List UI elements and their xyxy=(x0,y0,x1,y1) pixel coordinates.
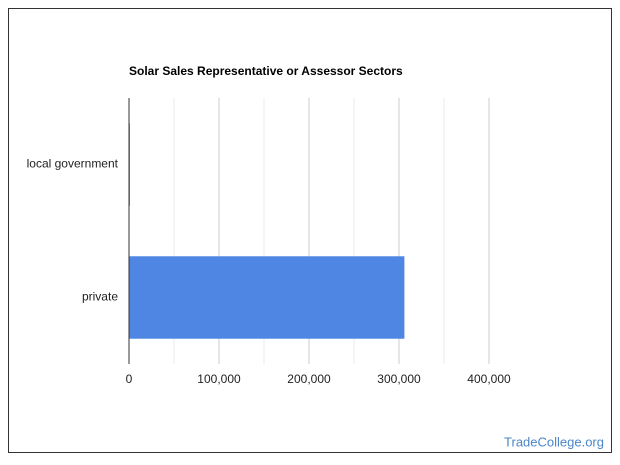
x-tick-label: 400,000 xyxy=(467,372,511,386)
x-tick-label: 200,000 xyxy=(287,372,331,386)
y-tick-label: private xyxy=(82,290,118,304)
x-tick-label: 300,000 xyxy=(377,372,421,386)
x-tick-label: 100,000 xyxy=(197,372,241,386)
x-tick-label: 0 xyxy=(126,372,133,386)
frame xyxy=(8,8,612,453)
chart-title: Solar Sales Representative or Assessor S… xyxy=(129,64,403,78)
footer: TradeCollege.org xyxy=(504,434,604,449)
bar xyxy=(129,256,405,339)
y-tick-label: local government xyxy=(27,157,119,171)
